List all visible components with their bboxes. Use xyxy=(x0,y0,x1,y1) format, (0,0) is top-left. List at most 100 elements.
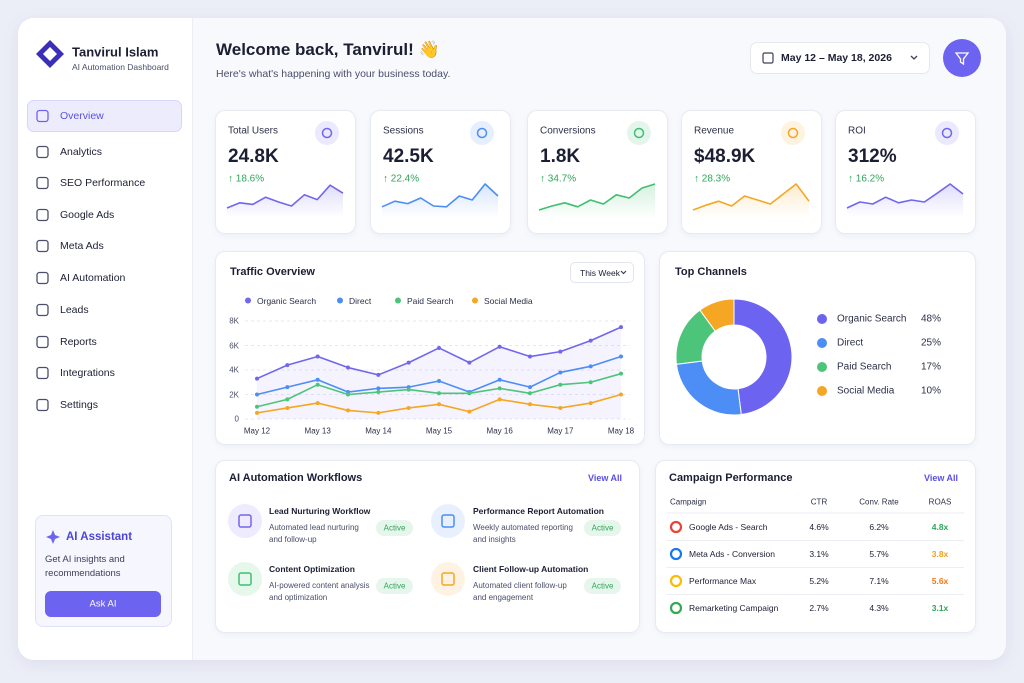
nav-active-bg xyxy=(27,100,182,132)
data-point xyxy=(285,385,290,390)
kpi-icon-bg xyxy=(470,121,494,145)
kpi-value: 42.5K xyxy=(383,146,434,167)
nav-item[interactable]: Leads xyxy=(60,304,89,316)
campaign-name: Performance Max xyxy=(689,576,757,586)
legend-dot xyxy=(817,362,827,372)
data-point xyxy=(437,402,441,407)
campaign-ctr: 5.2% xyxy=(809,576,829,586)
nav-item[interactable]: Overview xyxy=(60,110,104,122)
data-point xyxy=(588,364,593,369)
data-point xyxy=(558,382,563,387)
data-point xyxy=(528,385,532,390)
kpi-change: ↑ 18.6% xyxy=(228,173,265,185)
x-tick-label: May 14 xyxy=(365,426,392,436)
workflow-icon xyxy=(238,514,252,528)
data-point xyxy=(497,344,502,349)
campaign-conv-rate: 5.7% xyxy=(869,549,889,559)
nav-icon xyxy=(36,208,49,222)
nav-item[interactable]: Meta Ads xyxy=(60,240,104,252)
legend-dot xyxy=(245,297,251,304)
x-tick-label: May 17 xyxy=(547,426,574,436)
workflows-card xyxy=(215,460,640,633)
date-range[interactable]: May 12 – May 18, 2026 xyxy=(781,52,892,64)
campaign-icon xyxy=(669,574,683,588)
nav-icon xyxy=(36,109,49,123)
legend-dot xyxy=(817,338,827,348)
legend-label: Direct xyxy=(349,295,372,306)
chart-title: Top Channels xyxy=(675,266,747,278)
data-point xyxy=(315,377,320,382)
workflow-icon-bg xyxy=(431,504,465,538)
data-point xyxy=(285,405,290,410)
legend-label: Organic Search xyxy=(257,295,317,306)
section-title: Campaign Performance xyxy=(669,472,793,484)
workflow-description: Automated client follow-up and engagemen… xyxy=(473,581,567,602)
nav-item[interactable]: Analytics xyxy=(60,146,103,158)
sparkline-area xyxy=(539,184,655,218)
data-point xyxy=(467,391,472,396)
date-picker[interactable] xyxy=(750,42,930,74)
campaign-ctr: 3.1% xyxy=(809,549,829,559)
legend-value: 10% xyxy=(921,385,942,397)
status-label: Active xyxy=(591,523,614,533)
nav-item[interactable]: AI Automation xyxy=(60,272,126,284)
nav-icon xyxy=(36,398,49,412)
y-tick-label: 2K xyxy=(229,390,239,399)
kpi-change: ↑ 34.7% xyxy=(540,173,577,185)
filter-button[interactable] xyxy=(943,39,981,77)
data-point xyxy=(528,402,532,407)
nav-item[interactable]: Reports xyxy=(60,336,97,348)
sparkline xyxy=(692,183,810,211)
sparkline-area xyxy=(847,184,963,218)
campaign-roas: 3.1x xyxy=(931,603,949,613)
nav-item[interactable]: Integrations xyxy=(60,367,115,379)
view-all-link[interactable]: View All xyxy=(923,473,958,483)
data-point xyxy=(528,354,532,359)
data-point xyxy=(588,338,593,343)
legend-value: 25% xyxy=(921,337,942,349)
data-point xyxy=(467,409,472,414)
sparkline-area xyxy=(693,184,809,218)
nav-item[interactable]: SEO Performance xyxy=(60,177,146,189)
view-all-link[interactable]: View All xyxy=(587,473,622,483)
status-pill xyxy=(584,578,621,594)
data-point xyxy=(376,390,381,395)
kpi-value: 1.8K xyxy=(540,146,581,167)
nav-icon xyxy=(36,176,49,190)
status-label: Active xyxy=(591,581,614,591)
filter-icon xyxy=(954,52,970,66)
data-point xyxy=(406,360,411,365)
legend-dot xyxy=(337,297,343,304)
nav-icon xyxy=(36,271,49,285)
data-point xyxy=(558,349,563,354)
nav-item[interactable]: Google Ads xyxy=(60,209,115,221)
kpi-label: Sessions xyxy=(383,125,424,137)
range-label[interactable]: This Week xyxy=(580,267,620,278)
legend-label: Paid Search xyxy=(837,361,892,373)
data-point xyxy=(619,325,623,330)
section-title: AI Automation Workflows xyxy=(229,472,363,484)
nav-icon xyxy=(36,303,49,317)
x-tick-label: May 18 xyxy=(607,426,635,436)
data-point xyxy=(255,392,259,397)
range-select[interactable] xyxy=(570,262,634,283)
ask-ai-label[interactable]: Ask AI xyxy=(89,598,117,610)
ask-ai-button[interactable] xyxy=(45,591,161,617)
legend-dot xyxy=(395,297,401,304)
kpi-value: 312% xyxy=(848,146,897,167)
workflow-title: Content Optimization xyxy=(269,564,355,574)
kpi-icon-bg xyxy=(781,121,805,145)
page-subtitle: Here's what's happening with your busine… xyxy=(216,68,451,80)
assistant-text: Get AI insights and recommendations xyxy=(45,554,125,579)
x-tick-label: May 15 xyxy=(425,426,453,436)
y-tick-label: 8K xyxy=(229,316,239,326)
data-point xyxy=(376,386,381,391)
data-point xyxy=(285,363,290,368)
kpi-value: $48.9K xyxy=(694,146,756,167)
nav-item[interactable]: Settings xyxy=(60,399,98,411)
legend-label: Organic Search xyxy=(837,313,907,325)
campaign-icon xyxy=(669,601,683,615)
calendar-icon xyxy=(762,52,774,64)
